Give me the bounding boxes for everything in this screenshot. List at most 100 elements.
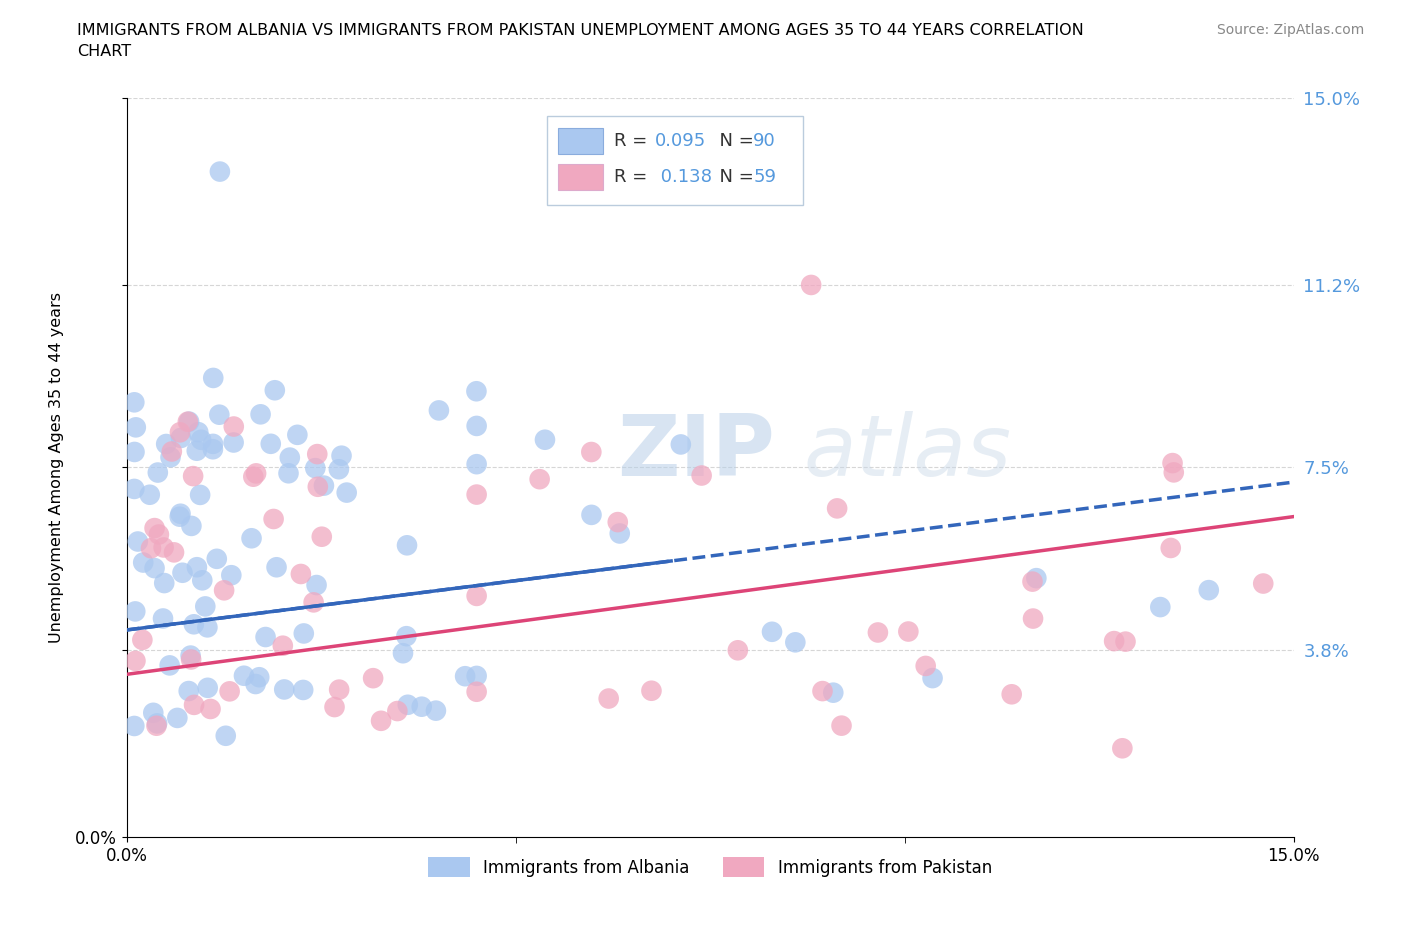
Point (1001, 687, 1024, 702)
Point (1198, 583, 1220, 598)
Point (311, 529, 333, 544)
Point (465, 684, 488, 699)
Point (169, 506, 191, 521)
Point (183, 698, 205, 712)
Point (411, 699, 433, 714)
Point (200, 701, 222, 716)
Point (221, 567, 243, 582)
Point (305, 578, 328, 592)
Point (323, 699, 346, 714)
Point (172, 565, 194, 580)
Point (139, 540, 162, 555)
Point (866, 625, 889, 640)
Point (1025, 571, 1047, 586)
Point (222, 419, 245, 434)
Text: atlas: atlas (803, 411, 1011, 494)
Point (302, 595, 325, 610)
Point (142, 705, 165, 720)
Point (292, 683, 315, 698)
Point (387, 704, 409, 719)
Point (640, 684, 662, 698)
Point (180, 652, 202, 667)
Point (290, 566, 312, 581)
Point (245, 677, 267, 692)
Point (124, 395, 146, 410)
Point (124, 482, 146, 497)
Point (152, 540, 174, 555)
Text: 90: 90 (754, 131, 776, 150)
Point (205, 551, 228, 566)
Text: CHART: CHART (77, 44, 131, 59)
Point (177, 414, 200, 429)
Point (529, 472, 551, 486)
Point (201, 442, 224, 457)
Point (1022, 611, 1045, 626)
Point (146, 716, 169, 731)
Point (427, 403, 450, 418)
Point (690, 468, 713, 483)
Point (897, 624, 920, 639)
Point (278, 450, 301, 465)
Text: IMMIGRANTS FROM ALBANIA VS IMMIGRANTS FROM PAKISTAN UNEMPLOYMENT AMONG AGES 35 T: IMMIGRANTS FROM ALBANIA VS IMMIGRANTS FR… (77, 23, 1084, 38)
Point (361, 671, 384, 685)
Point (148, 527, 170, 542)
Point (914, 658, 936, 673)
Point (921, 671, 943, 685)
Point (1251, 576, 1274, 591)
Point (247, 670, 270, 684)
Point (160, 444, 183, 458)
FancyBboxPatch shape (558, 128, 603, 153)
Point (598, 691, 620, 706)
Point (307, 479, 329, 494)
Point (254, 630, 277, 644)
Point (169, 425, 191, 440)
Point (266, 560, 288, 575)
Point (307, 446, 329, 461)
Text: N =: N = (707, 131, 759, 150)
Point (336, 485, 359, 500)
Point (1149, 600, 1171, 615)
Point (222, 435, 245, 450)
Point (396, 698, 419, 712)
Point (124, 604, 146, 618)
Point (215, 728, 238, 743)
Point (163, 545, 186, 560)
Point (169, 510, 191, 525)
Point (124, 654, 146, 669)
Point (1111, 741, 1133, 756)
Point (370, 713, 392, 728)
Point (1161, 456, 1184, 471)
Point (208, 407, 231, 422)
Point (245, 466, 267, 481)
Point (194, 599, 217, 614)
Legend: Immigrants from Albania, Immigrants from Pakistan: Immigrants from Albania, Immigrants from… (422, 850, 998, 884)
Point (153, 576, 176, 591)
Point (825, 501, 848, 516)
Point (177, 684, 200, 698)
Point (233, 669, 256, 684)
Point (785, 635, 807, 650)
Text: 0.095: 0.095 (655, 131, 706, 150)
Point (811, 684, 834, 698)
Point (425, 703, 447, 718)
Point (186, 444, 208, 458)
Point (155, 436, 177, 451)
Point (124, 445, 146, 459)
Point (166, 711, 188, 725)
Point (249, 407, 271, 422)
Point (312, 478, 335, 493)
Point (124, 719, 146, 734)
Text: Source: ZipAtlas.com: Source: ZipAtlas.com (1216, 23, 1364, 37)
Point (328, 462, 350, 477)
Point (240, 531, 263, 546)
Point (145, 718, 167, 733)
Point (218, 684, 240, 698)
Point (454, 669, 477, 684)
Point (465, 487, 488, 502)
Point (285, 428, 308, 443)
Point (146, 465, 169, 480)
Point (1163, 465, 1185, 480)
Point (132, 555, 155, 570)
Text: 59: 59 (754, 167, 776, 186)
Text: R =: R = (614, 167, 654, 186)
